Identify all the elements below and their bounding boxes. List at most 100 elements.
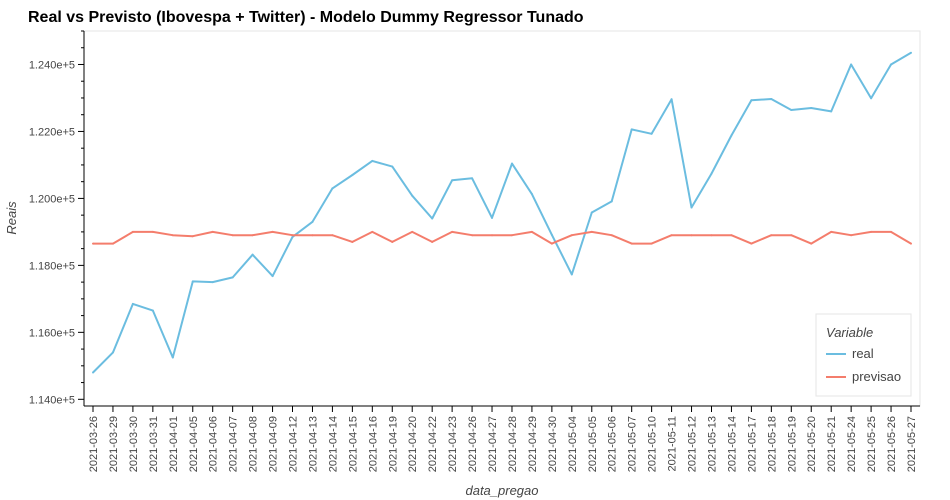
data-point-real: [510, 162, 513, 165]
x-tick-label: 2021-04-13: [307, 416, 319, 472]
x-tick-label: 2021-05-05: [587, 416, 599, 472]
data-point-previsao: [331, 234, 334, 237]
x-tick-label: 2021-05-12: [687, 416, 699, 472]
data-point-real: [351, 173, 354, 176]
data-point-real: [131, 302, 134, 305]
data-point-real: [391, 165, 394, 168]
plot-frame: [83, 30, 921, 407]
data-point-previsao: [670, 234, 673, 237]
data-point-previsao: [131, 230, 134, 233]
y-axis-label: Reais: [4, 201, 19, 235]
data-point-previsao: [810, 242, 813, 245]
data-point-previsao: [530, 230, 533, 233]
y-tick-label: 1.220e+5: [29, 126, 75, 138]
data-point-real: [730, 134, 733, 137]
x-axis-label: data_pregao: [465, 483, 538, 498]
x-tick-label: 2021-05-27: [906, 416, 918, 472]
data-point-previsao: [590, 230, 593, 233]
series-layer: [92, 51, 912, 374]
series-line-real: [92, 51, 912, 374]
data-point-previsao: [730, 234, 733, 237]
legend-title: Variable: [826, 325, 873, 340]
data-point-real: [291, 235, 294, 238]
data-point-real: [750, 99, 753, 102]
data-point-real: [770, 97, 773, 100]
data-point-previsao: [171, 234, 174, 237]
x-tick-label: 2021-04-12: [288, 416, 300, 472]
data-point-real: [830, 110, 833, 113]
data-point-real: [471, 177, 474, 180]
x-tick-label: 2021-05-10: [647, 416, 659, 472]
x-tick-label: 2021-05-18: [766, 416, 778, 472]
series-line-previsao: [93, 230, 912, 245]
x-tick-label: 2021-05-11: [667, 416, 679, 471]
x-tick-label: 2021-04-22: [427, 416, 439, 472]
x-tick-label: 2021-04-08: [248, 416, 260, 472]
x-tick-label: 2021-04-07: [228, 416, 240, 472]
data-point-previsao: [790, 234, 793, 237]
chart-title: Real vs Previsto (Ibovespa + Twitter) - …: [28, 9, 584, 26]
x-tick-label: 2021-04-29: [527, 416, 539, 472]
data-point-previsao: [750, 242, 753, 245]
x-tick-label: 2021-05-07: [627, 416, 639, 472]
data-point-previsao: [690, 234, 693, 237]
data-point-real: [191, 280, 194, 283]
data-point-real: [311, 220, 314, 223]
data-point-previsao: [111, 242, 114, 245]
data-point-previsao: [550, 242, 553, 245]
legend-label-previsao: previsao: [852, 369, 901, 384]
data-point-previsao: [910, 242, 912, 245]
x-tick-label: 2021-05-14: [726, 416, 738, 472]
data-point-real: [610, 200, 613, 203]
x-tick-label: 2021-04-28: [507, 416, 519, 472]
x-tick-label: 2021-05-20: [806, 416, 818, 472]
data-point-previsao: [191, 235, 194, 238]
data-point-previsao: [630, 242, 633, 245]
data-point-previsao: [650, 242, 653, 245]
x-tick-label: 2021-04-01: [168, 416, 180, 472]
x-tick-label: 2021-05-25: [866, 416, 878, 472]
data-point-previsao: [211, 230, 214, 233]
x-tick-label: 2021-04-23: [447, 416, 459, 472]
x-tick-label: 2021-04-26: [467, 416, 479, 472]
data-point-real: [491, 216, 494, 219]
data-point-previsao: [471, 234, 474, 237]
data-point-previsao: [491, 234, 494, 237]
x-tick-label: 2021-04-19: [387, 416, 399, 472]
data-point-previsao: [510, 234, 513, 237]
x-tick-label: 2021-03-31: [148, 416, 160, 472]
legend-label-real: real: [852, 346, 874, 361]
data-point-real: [590, 211, 593, 214]
x-tick-label: 2021-04-16: [367, 416, 379, 472]
legend: Variable real previsao: [815, 313, 912, 397]
data-point-previsao: [371, 230, 374, 233]
x-tick-label: 2021-04-20: [407, 416, 419, 472]
data-point-real: [650, 132, 653, 135]
data-point-real: [670, 98, 673, 101]
data-point-real: [451, 179, 454, 182]
data-point-previsao: [151, 230, 154, 233]
data-point-real: [171, 356, 174, 359]
data-point-previsao: [311, 234, 314, 237]
x-tick-label: 2021-05-21: [826, 416, 838, 472]
data-point-real: [411, 194, 414, 197]
data-point-real: [111, 351, 114, 354]
data-point-real: [870, 97, 873, 100]
data-point-previsao: [271, 230, 274, 233]
data-point-real: [431, 217, 434, 220]
data-point-previsao: [770, 234, 773, 237]
x-tick-label: 2021-05-19: [786, 416, 798, 472]
data-point-previsao: [391, 240, 394, 243]
x-tick-label: 2021-05-24: [846, 416, 858, 472]
data-point-previsao: [431, 240, 434, 243]
data-point-real: [271, 275, 274, 278]
data-point-real: [530, 193, 533, 196]
y-tick-label: 1.140e+5: [29, 394, 75, 406]
x-tick-label: 2021-04-06: [208, 416, 220, 472]
data-point-real: [690, 206, 693, 209]
x-tick-label: 2021-04-09: [268, 416, 280, 472]
y-tick-label: 1.200e+5: [29, 193, 75, 205]
x-tick-label: 2021-04-15: [347, 416, 359, 472]
data-point-previsao: [850, 234, 853, 237]
